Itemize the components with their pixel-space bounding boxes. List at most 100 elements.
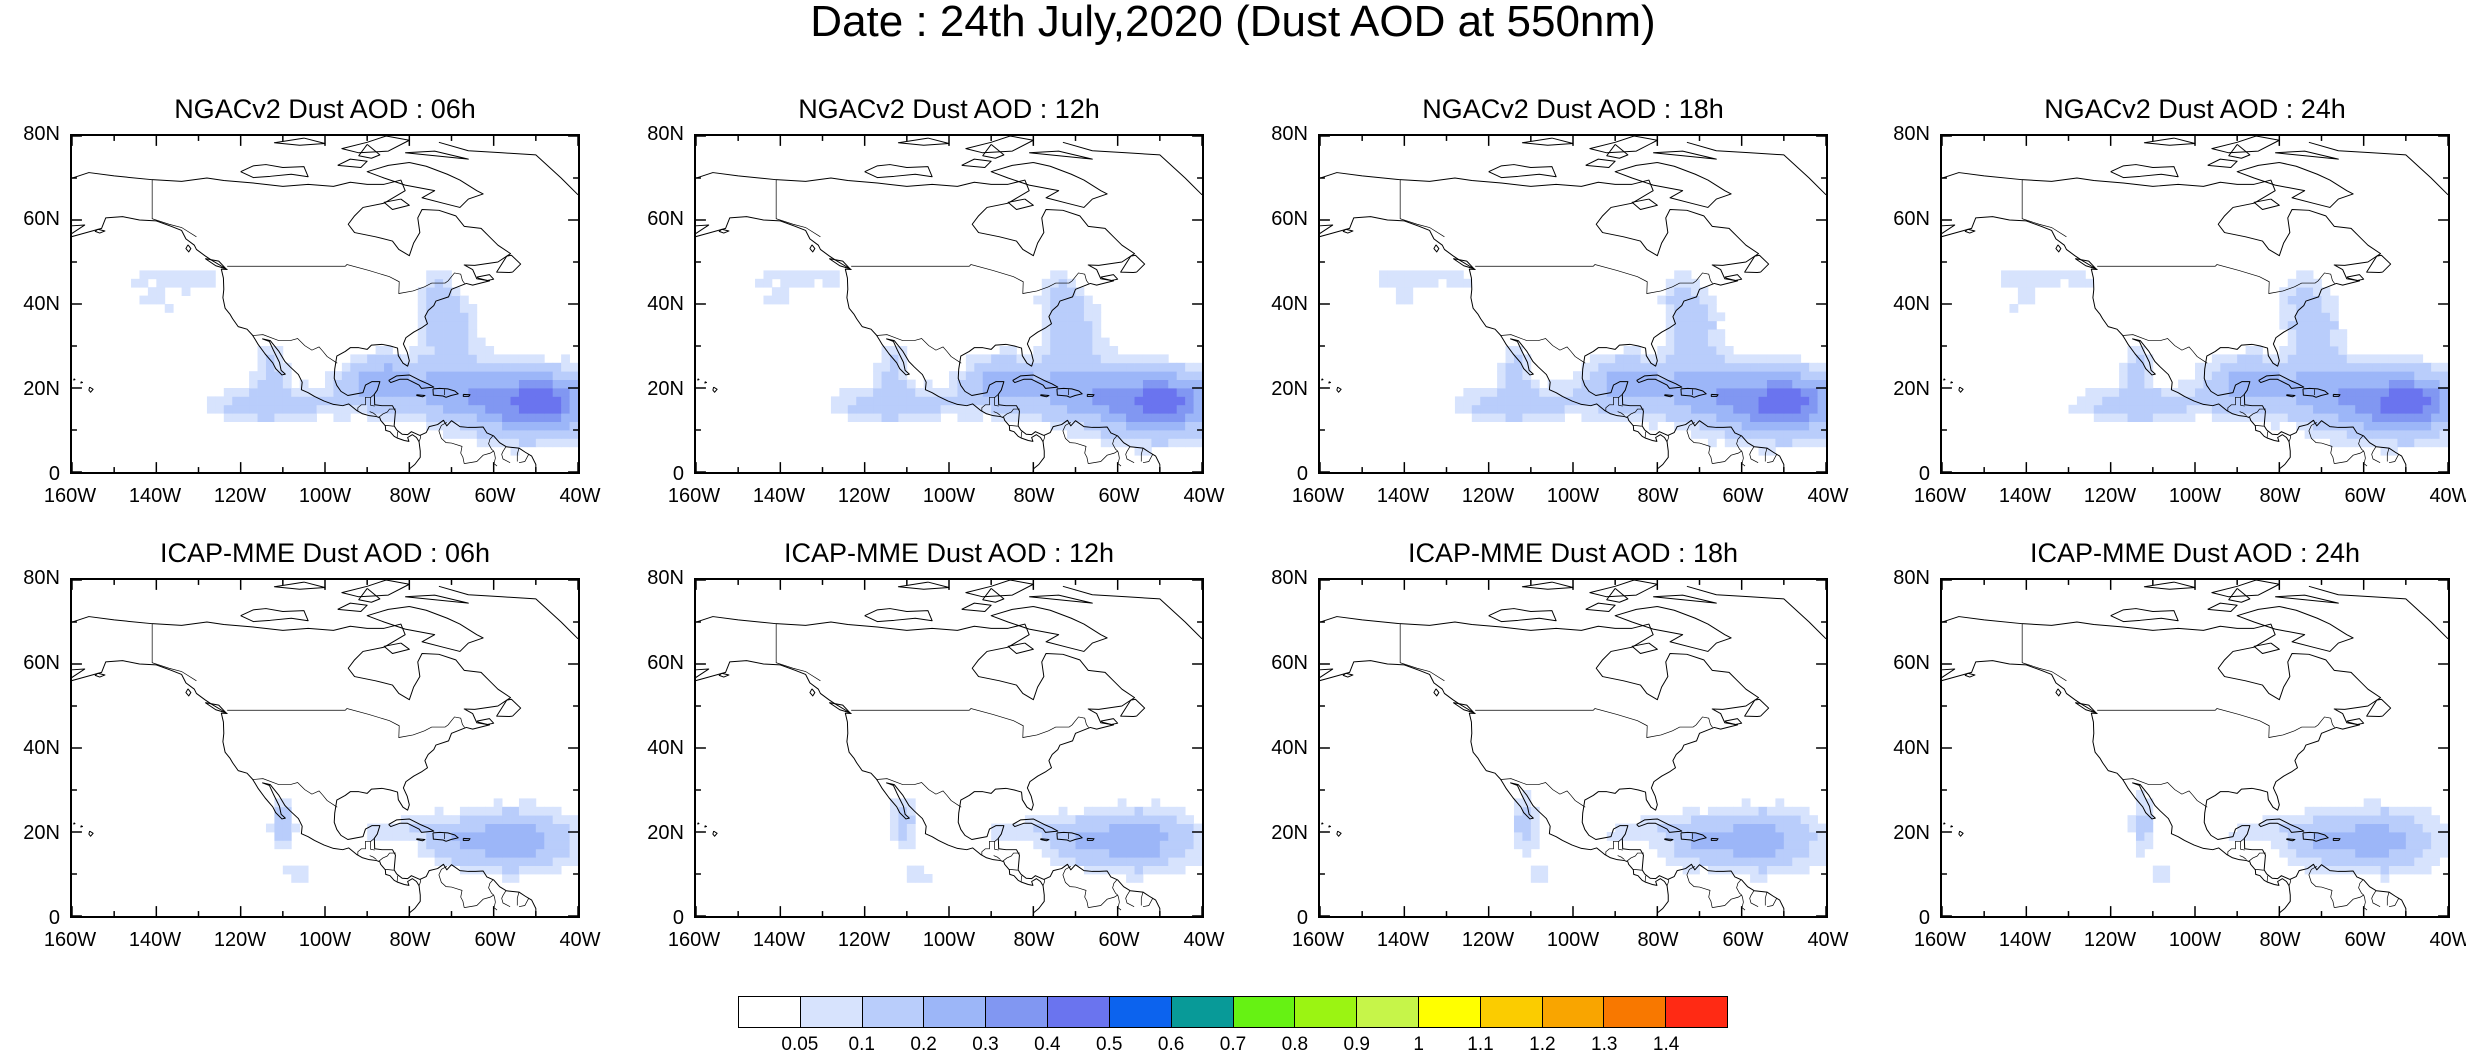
lat-tick-label: 80N — [1893, 123, 1930, 145]
dust-aod-map — [696, 136, 1202, 472]
map-panel — [1318, 578, 1828, 918]
coastlines — [1942, 136, 2448, 472]
lon-tick-label: 40W — [1183, 485, 1225, 507]
lon-tick-label: 160W — [43, 485, 97, 507]
country-borders — [151, 623, 529, 911]
lat-tick-label: 80N — [23, 123, 60, 145]
panel-title: NGACv2 Dust AOD : 18h — [1422, 94, 1724, 124]
lat-tick-label: 40N — [647, 293, 684, 315]
lat-tick-label: 60N — [1893, 652, 1930, 674]
lon-tick-label: 140W — [752, 929, 806, 951]
lon-tick-label: 40W — [1807, 485, 1849, 507]
lat-tick-label: 0 — [1918, 463, 1930, 485]
lat-tick-label: 0 — [1296, 907, 1308, 929]
colorbar-label: 1.4 — [1652, 1034, 1680, 1055]
lon-tick-label: 100W — [922, 485, 976, 507]
lon-tick-label: 100W — [922, 929, 976, 951]
map-panel — [1318, 134, 1828, 474]
lat-tick-label: 0 — [48, 463, 60, 485]
lon-tick-label: 160W — [667, 485, 721, 507]
lon-tick-label: 80W — [389, 929, 431, 951]
aod-field — [2001, 270, 2448, 456]
lat-tick-label: 0 — [672, 463, 684, 485]
lat-tick-label: 80N — [1271, 123, 1308, 145]
dust-aod-map — [1320, 136, 1826, 472]
aod-field — [131, 270, 578, 456]
lon-tick-label: 60W — [474, 485, 516, 507]
colorbar-label: 0.9 — [1343, 1034, 1370, 1055]
lat-tick-label: 0 — [48, 907, 60, 929]
lon-tick-label: 140W — [1998, 485, 2052, 507]
lon-tick-label: 160W — [1291, 929, 1345, 951]
dust-aod-map — [696, 580, 1202, 916]
lon-tick-label: 100W — [1546, 485, 1600, 507]
lon-tick-label: 140W — [128, 485, 182, 507]
lon-tick-label: 160W — [667, 929, 721, 951]
country-borders — [2021, 623, 2399, 911]
lon-tick-label: 80W — [2259, 485, 2301, 507]
colorbar-label: 0.6 — [1157, 1034, 1185, 1055]
lat-tick-label: 40N — [1271, 737, 1308, 759]
panel-title: NGACv2 Dust AOD : 24h — [2044, 94, 2346, 124]
lat-tick-label: 60N — [1271, 208, 1308, 230]
map-panel — [1940, 134, 2450, 474]
lon-tick-label: 120W — [2083, 929, 2137, 951]
lon-tick-label: 60W — [1098, 485, 1140, 507]
lat-tick-label: 80N — [1271, 567, 1308, 589]
colorbar-label: 0.4 — [1034, 1034, 1061, 1055]
dust-aod-map — [72, 580, 578, 916]
colorbar-box — [924, 997, 987, 1027]
lon-tick-label: 120W — [1461, 485, 1515, 507]
lat-tick-label: 40N — [1893, 293, 1930, 315]
aod-field — [755, 270, 1202, 456]
colorbar-box — [1048, 997, 1110, 1027]
axis-ticks — [72, 580, 578, 916]
colorbar-label: 0.2 — [910, 1034, 937, 1055]
lat-tick-label: 60N — [23, 208, 60, 230]
lon-tick-label: 140W — [128, 929, 182, 951]
lat-tick-label: 20N — [1271, 822, 1308, 844]
colorbar-box — [1171, 997, 1234, 1027]
lon-tick-label: 60W — [2344, 485, 2386, 507]
colorbar-label: 1 — [1413, 1034, 1424, 1055]
lon-tick-label: 40W — [1183, 929, 1225, 951]
lat-tick-label: 80N — [647, 123, 684, 145]
axis-ticks — [72, 136, 578, 472]
lon-tick-label: 40W — [2429, 929, 2466, 951]
axis-ticks — [1320, 136, 1826, 472]
dust-aod-map — [72, 136, 578, 472]
country-borders — [2021, 179, 2399, 467]
lat-tick-label: 40N — [1271, 293, 1308, 315]
country-borders — [1399, 623, 1777, 911]
lat-tick-label: 40N — [23, 293, 60, 315]
colorbar-box — [986, 997, 1049, 1027]
lat-tick-label: 0 — [1296, 463, 1308, 485]
lon-tick-label: 60W — [474, 929, 516, 951]
colorbar-box — [1357, 997, 1419, 1027]
colorbar-label: 0.7 — [1219, 1034, 1247, 1055]
country-borders — [151, 179, 529, 467]
colorbar-label: 0.3 — [972, 1034, 999, 1055]
lon-tick-label: 80W — [389, 485, 431, 507]
colorbar-label: 0.5 — [1096, 1034, 1123, 1055]
aod-field — [1513, 790, 1826, 883]
lat-tick-label: 40N — [23, 737, 60, 759]
lat-tick-label: 80N — [23, 567, 60, 589]
lon-tick-label: 100W — [2168, 485, 2222, 507]
lon-tick-label: 60W — [1098, 929, 1140, 951]
lon-tick-label: 100W — [1546, 929, 1600, 951]
map-panel — [70, 578, 580, 918]
lon-tick-label: 120W — [837, 485, 891, 507]
colorbar-box — [1233, 997, 1296, 1027]
country-borders — [1399, 179, 1777, 467]
colorbar-label: 1.2 — [1529, 1034, 1556, 1055]
colorbar-label: 0.8 — [1281, 1034, 1309, 1055]
map-panel — [694, 134, 1204, 474]
lon-tick-label: 60W — [1722, 929, 1764, 951]
coastlines — [1320, 580, 1826, 916]
lon-tick-label: 40W — [559, 485, 601, 507]
lon-tick-label: 120W — [213, 485, 267, 507]
lat-tick-label: 20N — [23, 822, 60, 844]
country-borders — [775, 623, 1153, 911]
lon-tick-label: 80W — [1013, 929, 1055, 951]
